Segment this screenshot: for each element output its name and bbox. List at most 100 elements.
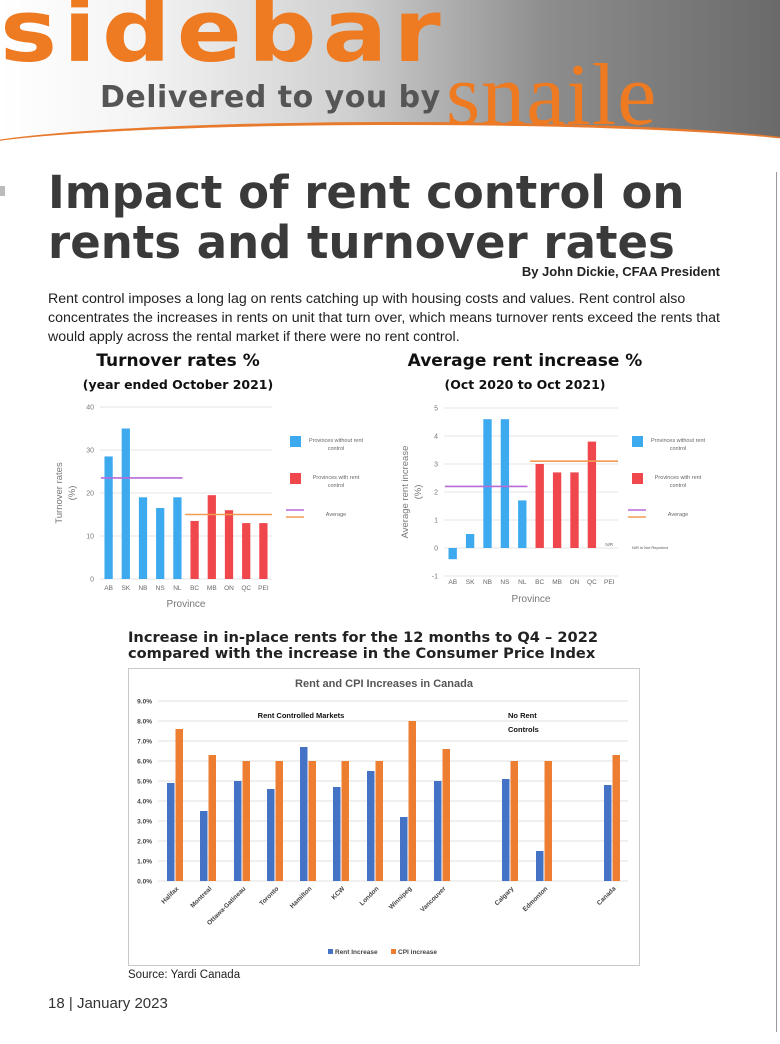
page-number: 18 — [48, 995, 65, 1012]
x-tick-label: PEI — [604, 579, 615, 586]
bar-nb — [483, 419, 492, 548]
legend-swatch — [632, 436, 643, 447]
legend-label-rent: Rent Increase — [335, 949, 378, 956]
legend-label: control — [328, 446, 345, 452]
y-tick-label: 1.0% — [137, 859, 152, 866]
bar-nb — [138, 497, 148, 579]
x-tick-label: AB — [104, 585, 113, 592]
bar-cpi-hamilton — [308, 761, 316, 881]
y-tick-label: 0 — [434, 546, 438, 553]
chart-subtitle: (Oct 2020 to Oct 2021) — [445, 377, 606, 392]
column-rule — [776, 172, 777, 1032]
y-tick-label: 6.0% — [137, 759, 152, 766]
y-tick-label: 3 — [434, 462, 438, 469]
chart-subtitle: (year ended October 2021) — [83, 377, 273, 392]
rent-cpi-chart-svg: Rent and CPI Increases in Canada 0.0% 1.0%… — [128, 668, 640, 966]
y-axis-title: Average rent increase — [400, 446, 411, 539]
legend-label: control — [670, 446, 687, 452]
delivered-by-text: Delivered to you by — [100, 80, 441, 115]
y-axis-title-units: (%) — [67, 486, 78, 501]
legend-label: control — [328, 483, 345, 489]
annotation-no-rent-line2: Controls — [508, 725, 539, 734]
legend-label: Provinces with rent — [313, 475, 360, 481]
x-tick-label: NL — [173, 585, 182, 592]
legend-label: Average — [326, 512, 346, 518]
legend-label-cpi: CPI increase — [398, 949, 437, 956]
y-axis-title: Turnover rates — [54, 462, 65, 524]
bar-rent-hamilton — [300, 747, 308, 881]
bar-nl — [518, 500, 527, 548]
x-tick-label: NL — [518, 579, 527, 586]
x-tick-label: QC — [241, 585, 251, 592]
bar-rent-montreal — [200, 811, 208, 881]
x-tick-label: ON — [224, 585, 234, 592]
x-tick-label: SK — [466, 579, 475, 586]
bar-rent-london — [367, 771, 375, 881]
x-tick-label: MB — [552, 579, 562, 586]
chart-title: Average rent increase % — [408, 351, 643, 371]
bar-on — [570, 472, 579, 548]
legend-swatch — [632, 473, 643, 484]
annotation-rent-controlled: Rent Controlled Markets — [258, 711, 345, 720]
y-tick-label: 8.0% — [137, 719, 152, 726]
bar-nl — [173, 497, 182, 579]
article-title: Impact of rent control on rents and turn… — [48, 166, 685, 269]
issue-date: January 2023 — [76, 995, 168, 1012]
y-tick-label: 30 — [86, 448, 94, 455]
rent-increase-chart: Average rent increase % (Oct 2020 to Oct … — [398, 346, 730, 614]
y-tick-label: 4 — [434, 434, 438, 441]
y-axis-title-group: Turnover rates (%) — [54, 462, 78, 524]
bar-cpi-london — [375, 761, 383, 881]
bar-rent-toronto — [267, 789, 275, 881]
x-tick-label: BC — [535, 579, 544, 586]
bar-cpi-halifax — [175, 729, 183, 881]
bar-cpi-winnipeg — [408, 721, 416, 881]
footer-separator: | — [68, 995, 73, 1012]
x-axis-title: Province — [167, 599, 206, 610]
x-tick-label: MB — [207, 585, 217, 592]
legend-label: Average — [668, 512, 688, 518]
bar-rent-vancouver — [434, 781, 442, 881]
y-tick-label: 4.0% — [137, 799, 152, 806]
x-tick-label: BC — [190, 585, 199, 592]
y-tick-label: 3.0% — [137, 819, 152, 826]
bar-sk — [465, 534, 475, 548]
y-axis-title-group: Average rent increase (%) — [400, 446, 424, 539]
y-tick-label: 40 — [86, 405, 94, 412]
chart-title: Turnover rates % — [96, 351, 260, 371]
bar-rent-winnipeg — [400, 817, 408, 881]
bar-rent-canada — [604, 785, 612, 881]
sponsor-tagline: CANADA'S PARCEL LOCKER COMPANY — [448, 140, 728, 155]
bar-cpi-toronto — [275, 761, 283, 881]
y-tick-label: 1 — [434, 518, 438, 525]
snaile-logo[interactable]: snaile — [446, 47, 658, 144]
bar-cpi-canada — [612, 755, 620, 881]
bar-rent-kcw — [333, 787, 341, 881]
chart-source: Source: Yardi Canada — [128, 969, 241, 981]
legend-swatch — [290, 473, 301, 484]
na-note: N/R is Not Reported — [632, 545, 668, 550]
bar-qc — [587, 441, 597, 548]
chart-background — [398, 346, 730, 614]
bar-qc — [242, 523, 251, 579]
x-tick-label: SK — [121, 585, 130, 592]
x-tick-label: ON — [570, 579, 580, 586]
bar-cpi-vancouver — [442, 749, 450, 881]
bar-cpi-kcw — [341, 761, 349, 881]
turnover-chart: Turnover rates % (year ended October 2021… — [48, 346, 380, 614]
rent-increase-chart-svg: Average rent increase % (Oct 2020 to Oct … — [398, 346, 730, 614]
y-axis-title-units: (%) — [413, 485, 424, 500]
bar-ab — [448, 548, 457, 560]
x-tick-label: NS — [500, 579, 510, 586]
y-tick-label: 0.0% — [137, 879, 152, 886]
y-tick-label: -1 — [432, 574, 438, 581]
y-tick-label: 10 — [86, 534, 94, 541]
bar-ab — [104, 456, 113, 579]
legend-swatch-rent — [328, 949, 333, 954]
bar-cpi-montreal — [208, 755, 216, 881]
bar-on — [224, 510, 234, 579]
article-intro: Rent control imposes a long lag on rents… — [48, 291, 720, 345]
x-axis-title: Province — [512, 594, 551, 605]
legend-label: Provinces without rent — [651, 438, 706, 444]
bar-rent-calgary — [502, 779, 510, 881]
